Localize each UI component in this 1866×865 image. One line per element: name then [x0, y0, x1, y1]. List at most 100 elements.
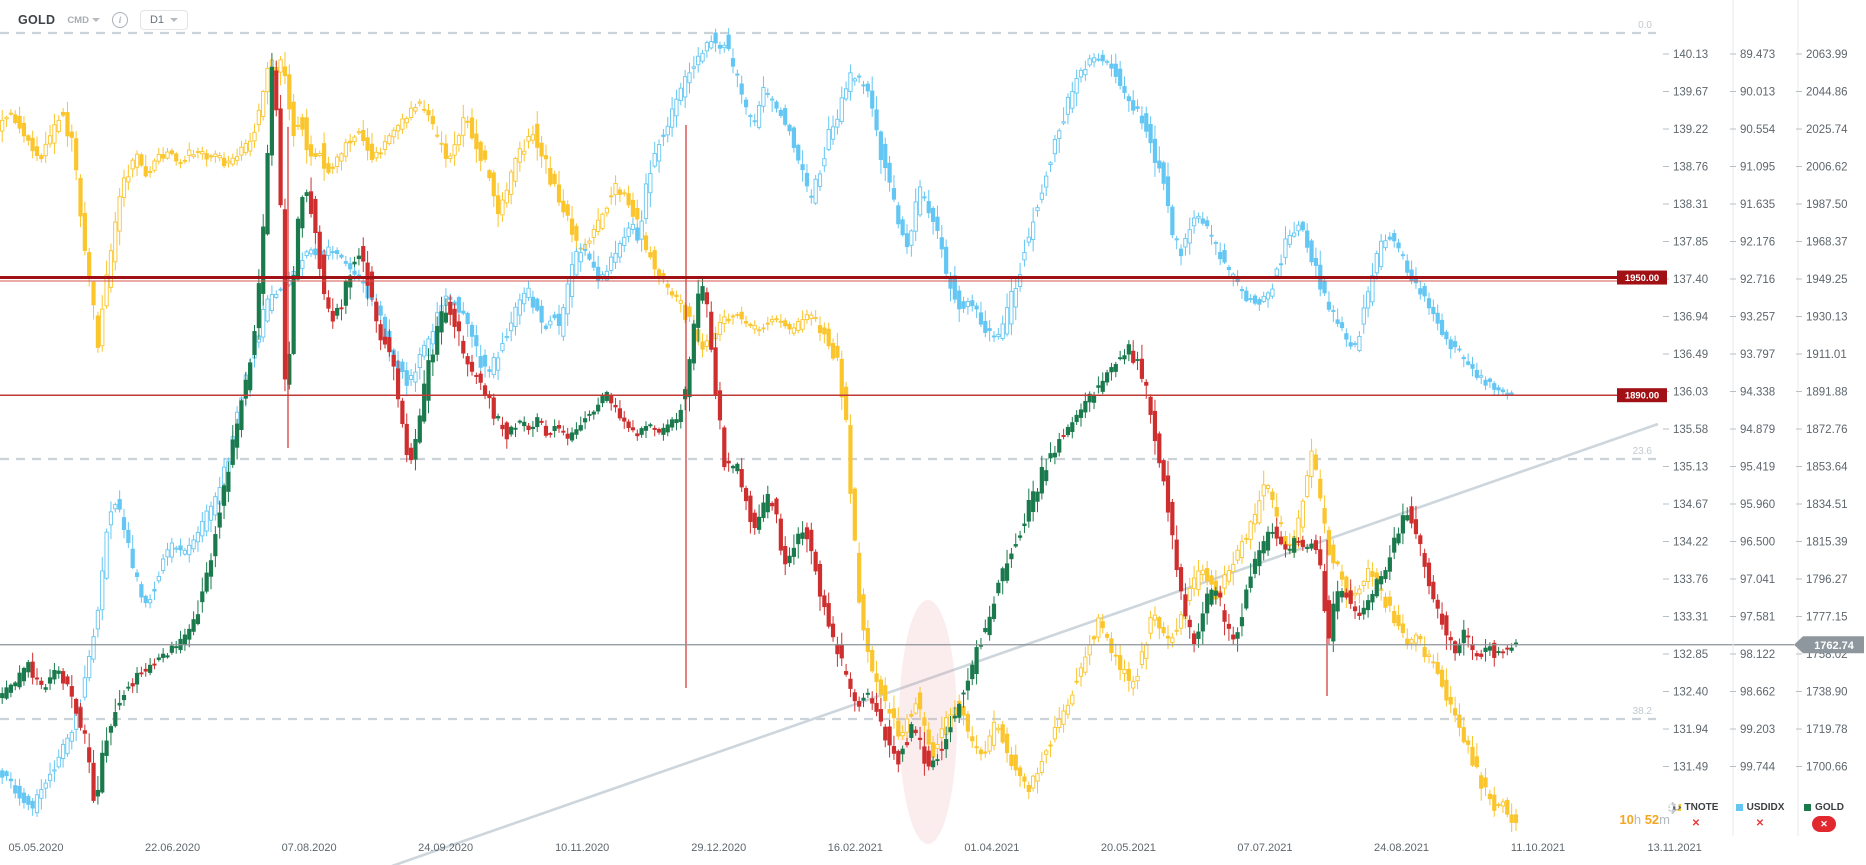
date-label: 20.05.2021	[1101, 842, 1156, 854]
svg-text:131.94: 131.94	[1673, 724, 1709, 736]
timeframe-label: D1	[149, 14, 165, 26]
countdown-minutes-unit: m	[1659, 812, 1670, 827]
price-tag-1890.00	[1617, 388, 1667, 403]
svg-text:136.94: 136.94	[1673, 312, 1709, 324]
svg-text:135.58: 135.58	[1673, 424, 1708, 436]
svg-text:97.041: 97.041	[1740, 574, 1775, 586]
svg-text:1949.25: 1949.25	[1806, 274, 1848, 286]
info-icon[interactable]: i	[111, 12, 128, 28]
candle-series	[0, 28, 1519, 833]
svg-text:138.31: 138.31	[1673, 199, 1708, 211]
svg-text:90.554: 90.554	[1740, 124, 1776, 136]
svg-text:139.22: 139.22	[1673, 124, 1708, 136]
svg-text:138.76: 138.76	[1673, 162, 1708, 174]
legend-label: TNOTE	[1684, 802, 1719, 813]
svg-text:94.338: 94.338	[1740, 387, 1775, 399]
svg-text:1815.39: 1815.39	[1806, 537, 1848, 549]
svg-text:1872.76: 1872.76	[1806, 424, 1848, 436]
svg-text:140.13: 140.13	[1673, 49, 1708, 61]
close-icon[interactable]: ✕	[1691, 818, 1701, 829]
svg-text:1891.88: 1891.88	[1806, 387, 1848, 399]
svg-text:134.67: 134.67	[1673, 499, 1708, 511]
price-tag-1950.00	[1617, 270, 1667, 285]
svg-text:1777.15: 1777.15	[1806, 612, 1848, 624]
svg-text:1796.27: 1796.27	[1806, 574, 1848, 586]
price-scale-usdidx[interactable]: 89.473 90.013 90.554 91.095 91.635 92.176 92.7…	[1730, 49, 1776, 774]
fib-label: 0.0	[1638, 20, 1652, 31]
date-label: 24.08.2021	[1374, 842, 1429, 854]
close-icon[interactable]: ✕	[1755, 818, 1765, 829]
svg-text:2006.62: 2006.62	[1806, 162, 1848, 174]
legend-item-gold[interactable]: GOLD ✕	[1669, 802, 1852, 832]
date-label: 01.04.2021	[964, 842, 1019, 854]
overlay-legend: TNOTE ✕ USDIDX ✕ GOLD	[1668, 802, 1852, 832]
countdown-minutes: 52	[1644, 812, 1660, 827]
date-label: 13.11.2021	[1647, 842, 1701, 854]
date-label: 05.05.2020	[8, 842, 63, 854]
svg-text:1834.51: 1834.51	[1806, 499, 1848, 511]
countdown-hours-unit: h	[1633, 812, 1642, 827]
candle-countdown-timer: 10h 52m	[1619, 812, 1670, 827]
svg-text:1968.37: 1968.37	[1806, 237, 1848, 249]
svg-text:136.49: 136.49	[1673, 349, 1708, 361]
instrument-type-label: CMD	[67, 14, 89, 26]
svg-text:98.122: 98.122	[1740, 649, 1775, 661]
date-label: 07.08.2020	[282, 842, 337, 854]
series-gold-candles	[0, 52, 1519, 805]
svg-text:1719.78: 1719.78	[1806, 724, 1848, 736]
svg-text:1700.66: 1700.66	[1806, 762, 1848, 774]
highlight-ellipse	[899, 600, 957, 844]
svg-text:94.879: 94.879	[1740, 424, 1775, 436]
legend-item-usdidx[interactable]: USDIDX ✕	[1668, 802, 1788, 831]
svg-text:2044.86: 2044.86	[1806, 87, 1848, 99]
svg-text:91.635: 91.635	[1740, 199, 1775, 211]
date-label: 11.10.2021	[1511, 842, 1565, 854]
svg-text:93.797: 93.797	[1740, 349, 1775, 361]
instrument-toolbar: GOLD CMD i D1	[18, 10, 189, 30]
svg-text:99.203: 99.203	[1740, 724, 1775, 736]
svg-text:1911.01: 1911.01	[1806, 349, 1847, 361]
series-usdidx-candles	[0, 28, 1514, 817]
svg-text:2025.74: 2025.74	[1806, 124, 1848, 136]
chevron-down-icon	[91, 18, 100, 22]
svg-text:1950.00: 1950.00	[1625, 273, 1659, 284]
svg-text:1987.50: 1987.50	[1806, 199, 1848, 211]
series-tnote-candles	[0, 52, 1519, 833]
svg-text:131.49: 131.49	[1673, 762, 1708, 774]
svg-text:132.85: 132.85	[1673, 649, 1708, 661]
svg-text:98.662: 98.662	[1740, 687, 1775, 699]
svg-text:1853.64: 1853.64	[1806, 462, 1848, 474]
svg-text:133.31: 133.31	[1673, 612, 1708, 624]
close-icon[interactable]: ✕	[1820, 818, 1828, 829]
svg-text:137.85: 137.85	[1673, 237, 1708, 249]
candlestick-icon	[1669, 802, 1679, 813]
svg-text:92.176: 92.176	[1740, 237, 1775, 249]
current-price-tag	[1794, 636, 1864, 654]
fib-retracement-lines[interactable]: 0.0 23.6 38.2	[0, 20, 1656, 721]
legend-label: USDIDX	[1746, 802, 1785, 813]
price-tags: 1950.00 1890.00 1762.74	[1617, 270, 1864, 654]
svg-text:139.67: 139.67	[1673, 87, 1708, 99]
price-scale-tnote[interactable]: 140.13 139.67 139.22 138.76 138.31 137.85 137.…	[1663, 49, 1709, 774]
date-label: 10.11.2020	[555, 842, 609, 854]
svg-text:135.13: 135.13	[1673, 462, 1708, 474]
usdidx-color-swatch	[1735, 804, 1743, 811]
timeframe-dropdown[interactable]: D1	[139, 10, 189, 30]
date-label: 24.09.2020	[418, 842, 473, 854]
instrument-type-dropdown[interactable]: CMD	[67, 15, 100, 26]
date-label: 22.06.2020	[145, 842, 200, 854]
horizontal-price-lines[interactable]	[0, 276, 1794, 646]
svg-text:2063.99: 2063.99	[1806, 49, 1848, 61]
price-scale-gold[interactable]: 2063.99 2044.86 2025.74 2006.62 1987.50 1968.…	[1796, 49, 1848, 774]
svg-text:132.40: 132.40	[1673, 687, 1708, 699]
time-scale[interactable]: 05.05.2020 22.06.2020 07.08.2020 24.09.2020…	[8, 842, 1701, 854]
date-label: 29.12.2020	[691, 842, 746, 854]
svg-text:1762.74: 1762.74	[1814, 640, 1855, 652]
svg-text:1890.00: 1890.00	[1625, 391, 1659, 402]
active-instrument-button[interactable]: ✕	[1669, 802, 1836, 832]
gold-color-swatch	[1804, 804, 1812, 811]
svg-text:90.013: 90.013	[1740, 87, 1775, 99]
price-scale[interactable]: 140.13 139.67 139.22 138.76 138.31 137.85 137.…	[1663, 0, 1848, 836]
svg-text:89.473: 89.473	[1740, 49, 1775, 61]
